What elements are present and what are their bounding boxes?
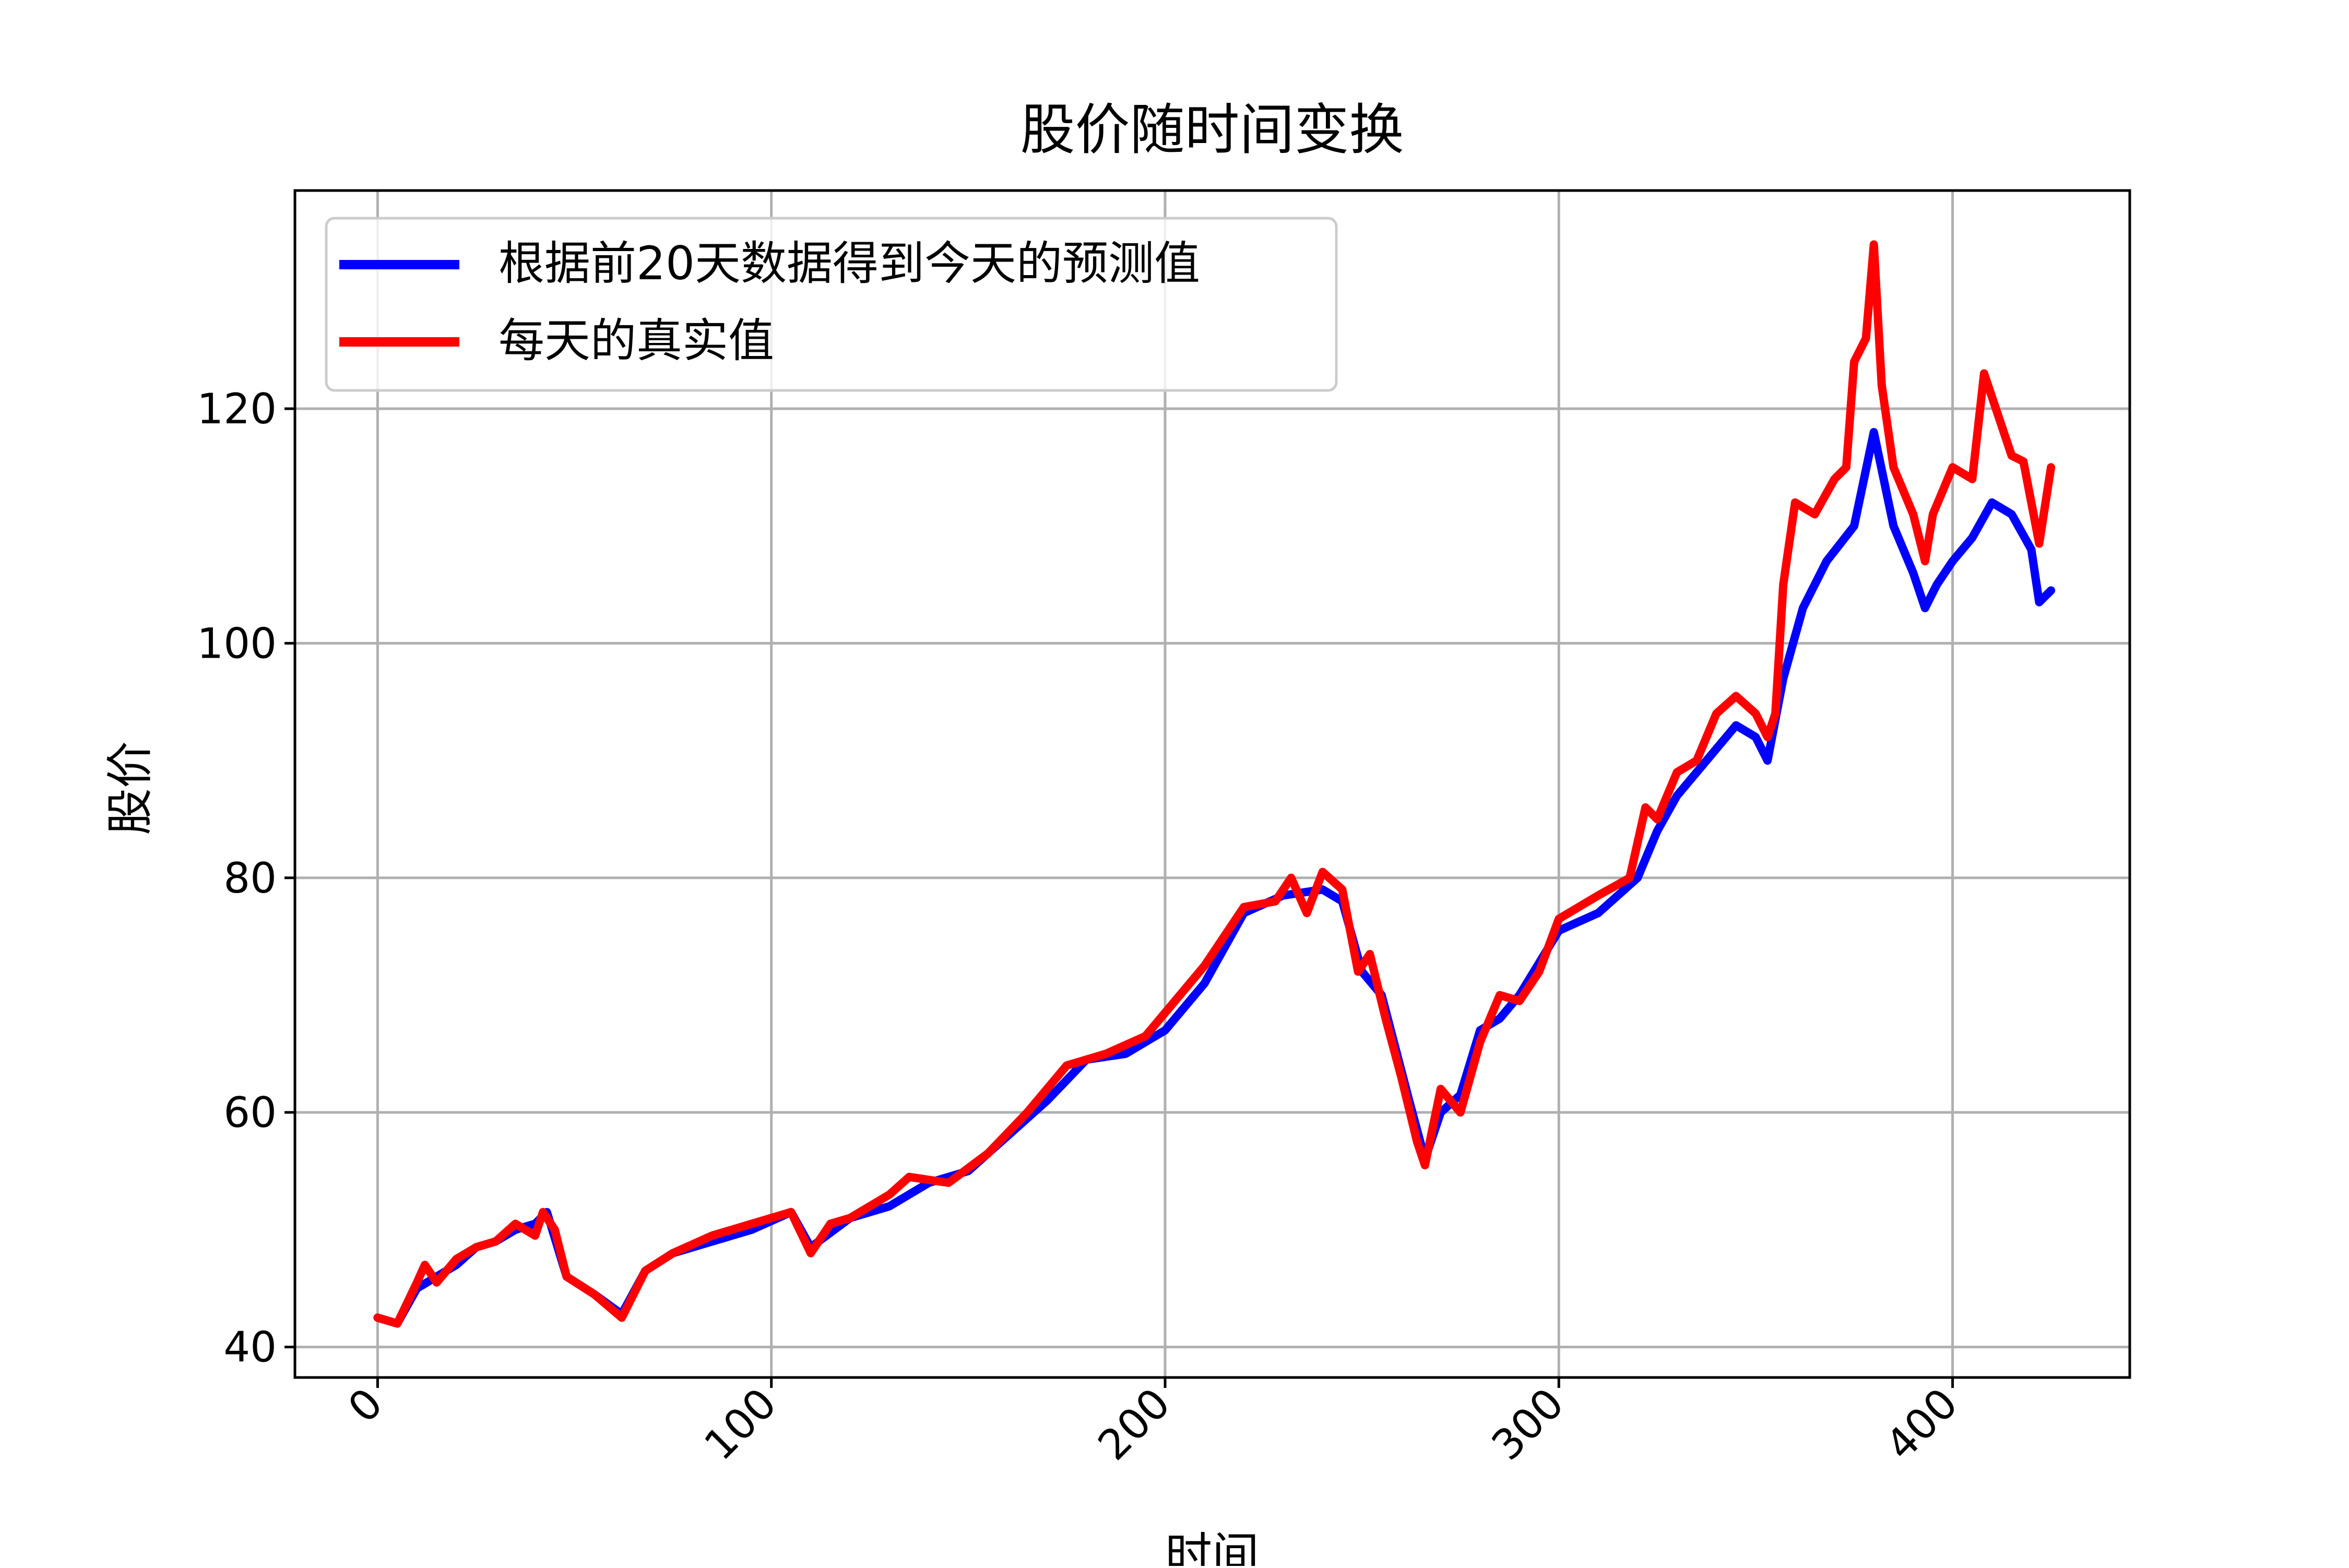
y-tick-label: 120 bbox=[197, 385, 277, 433]
legend: 根据前20天数据得到今天的预测值 每天的真实值 bbox=[325, 217, 1338, 392]
y-tick-label: 100 bbox=[197, 619, 277, 668]
legend-box bbox=[325, 217, 1338, 392]
tick-layer: 0 100 200 300 400 40 60 80 100 120 bbox=[197, 385, 1967, 1469]
y-tick-label: 60 bbox=[223, 1088, 277, 1137]
plot-frame bbox=[293, 189, 2131, 1379]
x-tick-label: 300 bbox=[1482, 1379, 1573, 1470]
x-tick-label: 0 bbox=[339, 1379, 392, 1432]
legend-label-predicted: 根据前20天数据得到今天的预测值 bbox=[499, 236, 1200, 290]
x-axis-label: 时间 bbox=[1165, 1528, 1259, 1566]
chart-title: 股价随时间变换 bbox=[1020, 98, 1404, 162]
series-line-actual bbox=[373, 240, 2056, 1328]
y-tick-label: 80 bbox=[223, 854, 277, 902]
x-tick-label: 200 bbox=[1089, 1379, 1180, 1470]
y-tick-label: 40 bbox=[223, 1323, 277, 1372]
x-tick-label: 100 bbox=[695, 1379, 786, 1470]
legend-label-actual: 每天的真实值 bbox=[499, 314, 774, 367]
series-layer bbox=[373, 240, 2056, 1328]
y-axis-label: 股价 bbox=[103, 741, 158, 835]
x-tick-label: 400 bbox=[1876, 1379, 1967, 1470]
